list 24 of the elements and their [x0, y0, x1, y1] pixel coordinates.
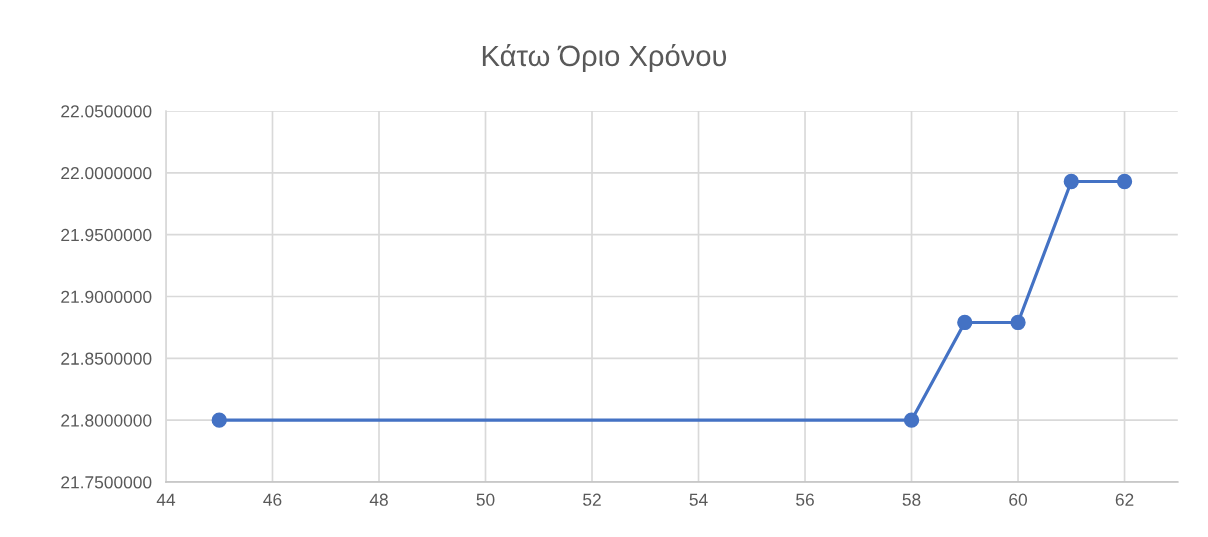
y-tick-label: 21.9500000: [61, 228, 152, 242]
y-tick-label: 21.9000000: [61, 290, 152, 303]
point: [957, 314, 973, 331]
x-tick-label: 58: [902, 493, 921, 506]
y-tick-label: 21.7500000: [61, 476, 152, 489]
point: [1116, 173, 1133, 190]
x-tick-label: 44: [156, 493, 176, 506]
y-tick-label: 22.0500000: [61, 105, 152, 118]
x-tick-label: 48: [369, 493, 388, 506]
point: [1010, 314, 1026, 331]
x-tick-label: 62: [1115, 493, 1134, 506]
point: [903, 412, 920, 428]
x-tick-label: 56: [796, 493, 814, 506]
y-tick-label: 21.8000000: [61, 414, 152, 427]
x-tick-label: 50: [476, 493, 495, 506]
x-tick-label: 54: [689, 493, 708, 506]
point: [211, 412, 227, 428]
y-tick-label: 22.0000000: [61, 167, 152, 180]
y-tick-label: 21.8500000: [61, 352, 152, 365]
x-tick-label: 46: [263, 493, 282, 506]
x-tick-label: 60: [1009, 493, 1028, 506]
point: [1063, 173, 1079, 190]
chart-title: Κάτω Όριο Χρόνου: [482, 43, 727, 73]
x-tick-label: 52: [583, 493, 601, 506]
